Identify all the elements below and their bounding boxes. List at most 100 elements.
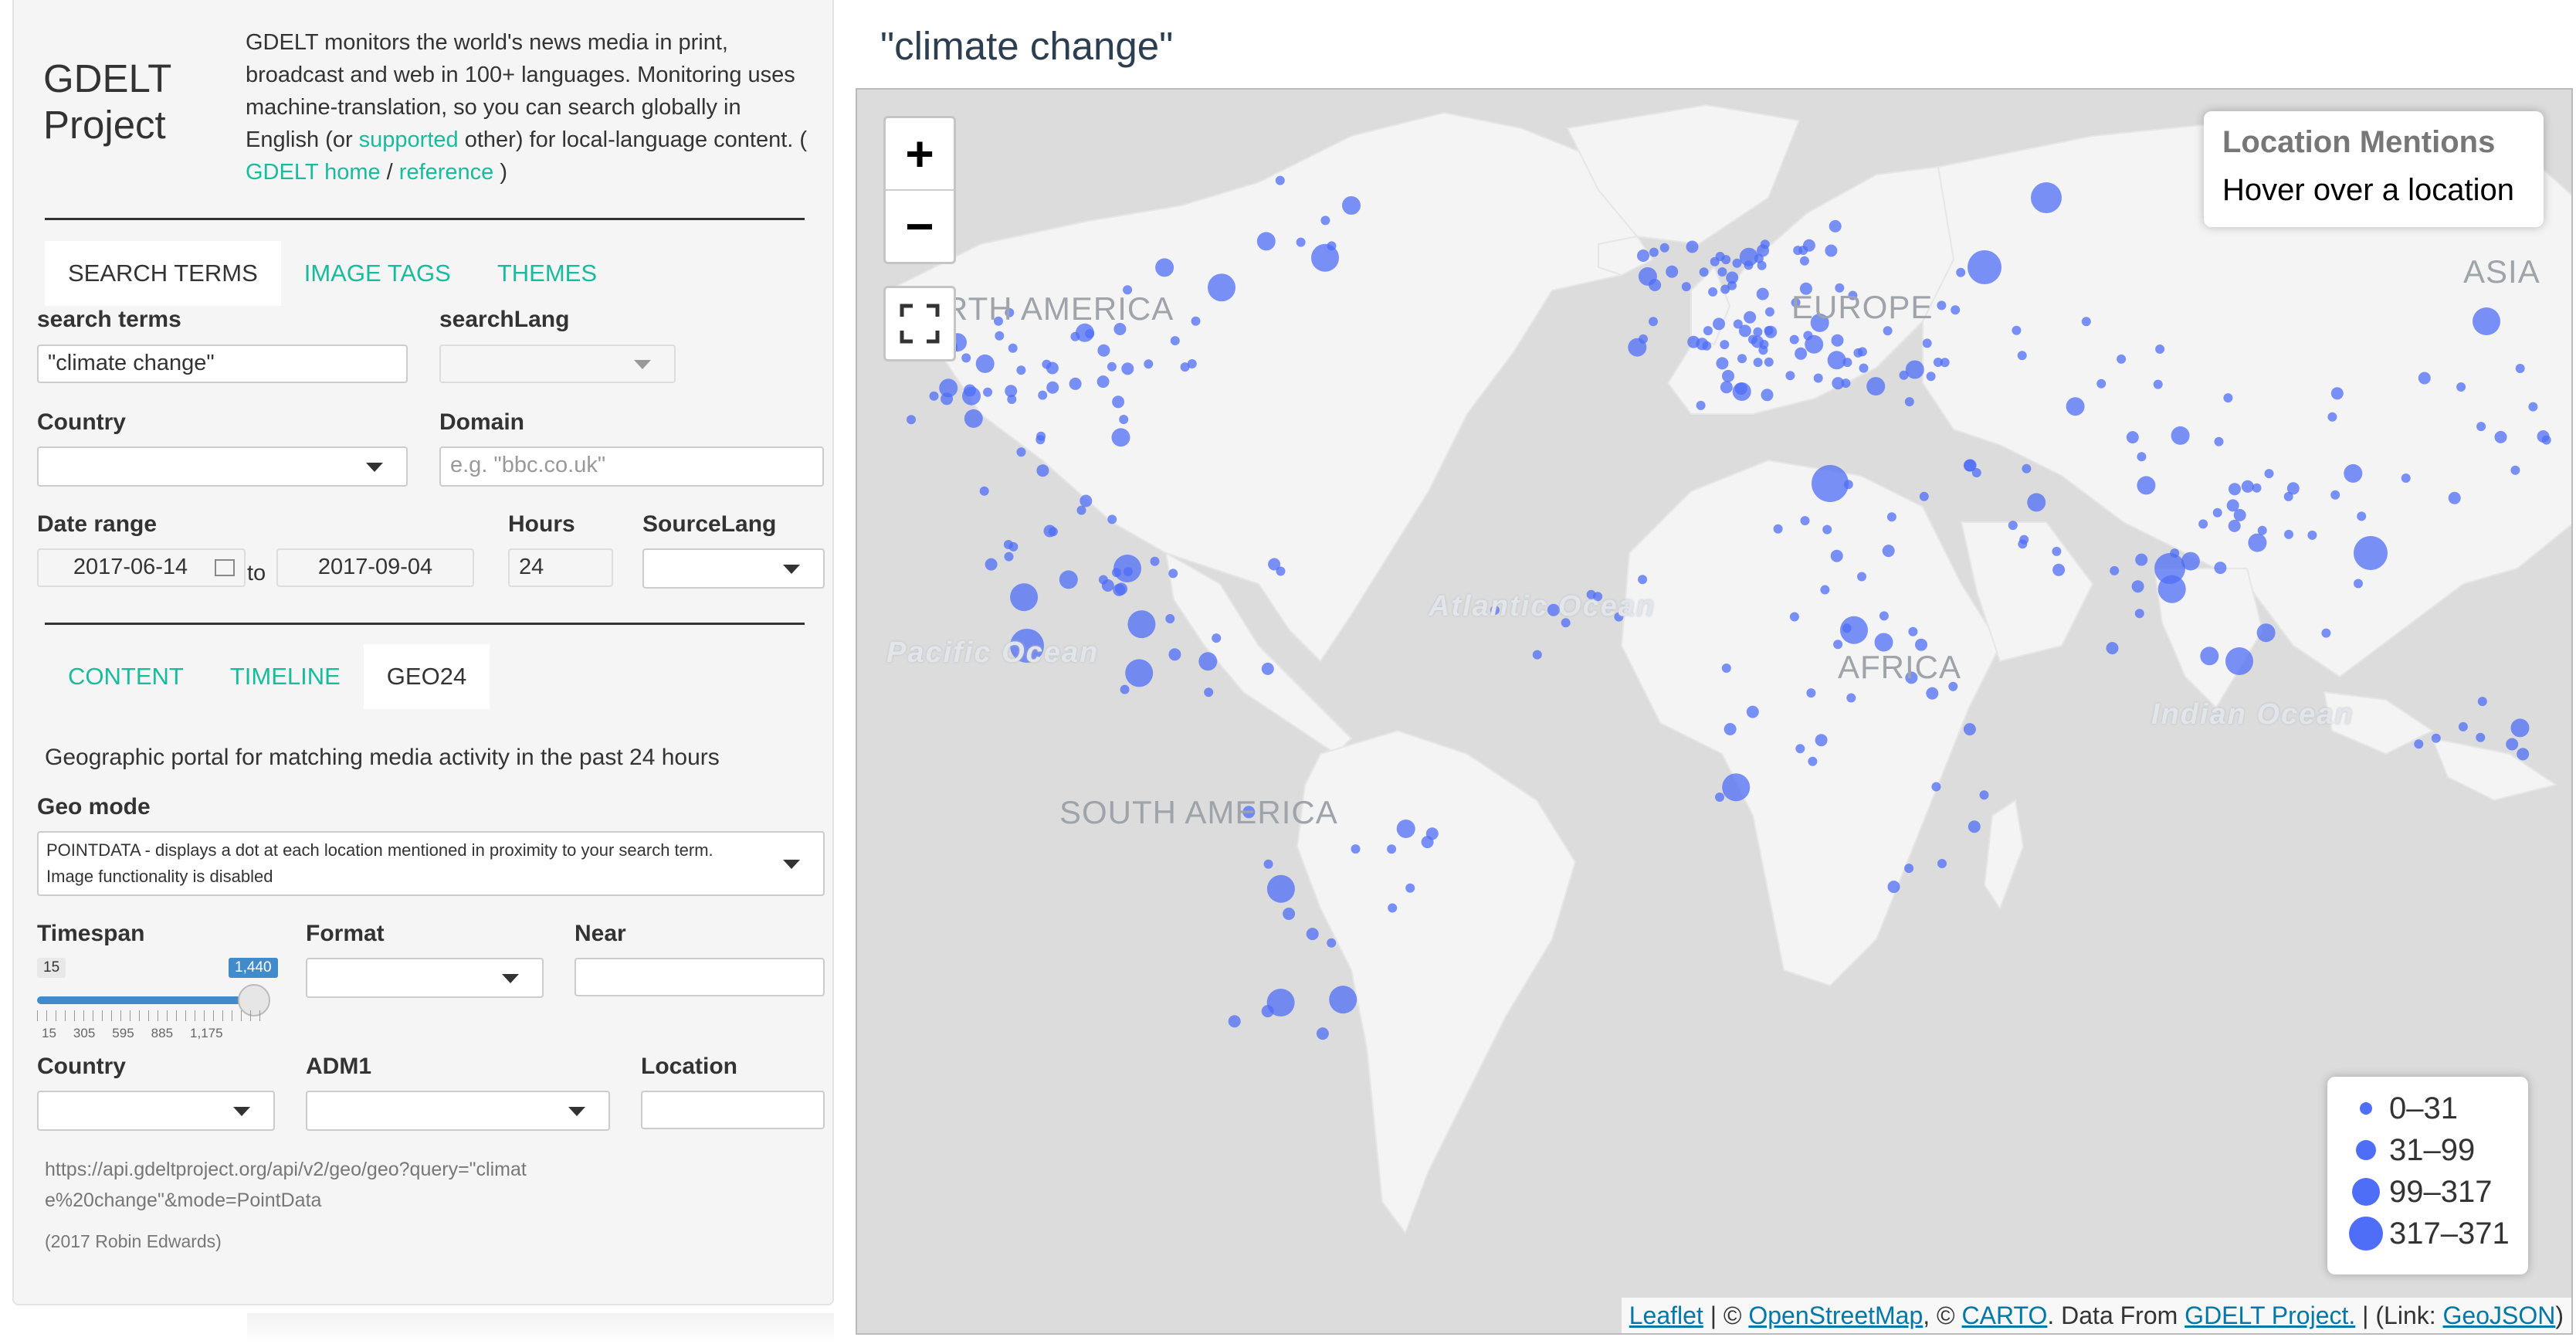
location-point[interactable]: [1388, 903, 1398, 913]
location-point[interactable]: [1699, 267, 1709, 277]
location-point[interactable]: [2110, 565, 2120, 575]
location-input[interactable]: [641, 1091, 825, 1129]
location-point[interactable]: [1306, 928, 1319, 941]
gdelt-link[interactable]: GDELT Project.: [2185, 1302, 2356, 1329]
location-point[interactable]: [1789, 612, 1799, 622]
location-point[interactable]: [1773, 524, 1783, 534]
location-point[interactable]: [1904, 864, 1914, 874]
location-point[interactable]: [1007, 395, 1017, 404]
location-point[interactable]: [994, 316, 1003, 326]
location-point[interactable]: [1720, 381, 1733, 394]
location-point[interactable]: [1757, 244, 1769, 257]
location-point[interactable]: [1327, 241, 1337, 251]
location-point[interactable]: [1835, 283, 1845, 293]
location-point[interactable]: [1859, 363, 1869, 373]
location-point[interactable]: [1795, 744, 1805, 754]
location-point[interactable]: [2229, 483, 2241, 496]
location-point[interactable]: [1904, 397, 1914, 407]
location-point[interactable]: [1387, 844, 1397, 854]
location-point[interactable]: [2541, 435, 2551, 445]
zoom-in-button[interactable]: +: [886, 118, 954, 191]
location-point[interactable]: [1833, 640, 1843, 650]
search-terms-input[interactable]: "climate change": [37, 344, 408, 383]
location-point[interactable]: [1926, 687, 1939, 700]
location-point[interactable]: [1841, 378, 1851, 389]
location-point[interactable]: [2330, 387, 2344, 400]
location-point[interactable]: [1820, 585, 1830, 595]
location-point[interactable]: [1107, 514, 1117, 524]
location-point[interactable]: [2233, 508, 2246, 521]
location-point[interactable]: [1739, 247, 1758, 266]
location-point[interactable]: [1268, 558, 1281, 571]
location-point[interactable]: [2506, 738, 2519, 751]
location-point[interactable]: [2027, 493, 2046, 512]
location-point[interactable]: [2476, 732, 2486, 742]
location-point[interactable]: [907, 415, 916, 425]
location-point[interactable]: [1721, 255, 1731, 265]
location-point[interactable]: [2284, 529, 2293, 539]
location-point[interactable]: [1256, 232, 1276, 251]
location-point[interactable]: [1639, 334, 1648, 344]
location-point[interactable]: [1276, 566, 1286, 576]
location-point[interactable]: [1713, 317, 1725, 331]
location-point[interactable]: [1827, 351, 1846, 370]
tab-content[interactable]: CONTENT: [68, 663, 184, 690]
location-point[interactable]: [1614, 612, 1624, 622]
location-point[interactable]: [1757, 260, 1767, 270]
location-point[interactable]: [1733, 319, 1743, 329]
location-point[interactable]: [1342, 196, 1361, 215]
location-point[interactable]: [1547, 603, 1560, 616]
location-point[interactable]: [1098, 575, 1108, 585]
location-point[interactable]: [1831, 334, 1844, 347]
location-point[interactable]: [1879, 611, 1889, 621]
location-point[interactable]: [1561, 618, 1571, 628]
location-point[interactable]: [1121, 362, 1134, 375]
location-point[interactable]: [2171, 426, 2190, 445]
location-point[interactable]: [2248, 533, 2267, 552]
location-point[interactable]: [2307, 530, 2317, 540]
location-point[interactable]: [1638, 575, 1648, 585]
location-point[interactable]: [1263, 859, 1273, 869]
near-input[interactable]: [575, 958, 825, 996]
location-point[interactable]: [2134, 609, 2144, 619]
location-point[interactable]: [1666, 265, 1679, 278]
location-point[interactable]: [1046, 381, 1059, 394]
location-point[interactable]: [1113, 583, 1126, 596]
location-point[interactable]: [995, 331, 1005, 341]
location-point[interactable]: [1744, 311, 1757, 324]
location-point[interactable]: [1951, 305, 1961, 315]
location-point[interactable]: [2019, 535, 2029, 545]
domain-input[interactable]: e.g. "bbc.co.uk": [439, 446, 824, 487]
location-point[interactable]: [1764, 357, 1774, 367]
location-point[interactable]: [1756, 287, 1769, 300]
location-point[interactable]: [1810, 313, 1829, 332]
location-point[interactable]: [1075, 323, 1094, 342]
location-point[interactable]: [2155, 344, 2165, 354]
location-point[interactable]: [1759, 339, 1769, 349]
location-point[interactable]: [1327, 938, 1337, 948]
location-point[interactable]: [1799, 282, 1812, 295]
location-point[interactable]: [929, 391, 939, 401]
location-point[interactable]: [1822, 524, 1832, 535]
location-point[interactable]: [1710, 256, 1720, 266]
location-point[interactable]: [2528, 402, 2538, 412]
tab-search-terms[interactable]: SEARCH TERMS: [45, 241, 281, 306]
location-point[interactable]: [2418, 372, 2431, 385]
location-point[interactable]: [1004, 552, 1014, 562]
location-point[interactable]: [1971, 468, 1981, 477]
location-point[interactable]: [1793, 246, 1803, 256]
location-point[interactable]: [1198, 652, 1218, 671]
location-point[interactable]: [1800, 516, 1810, 526]
location-point[interactable]: [1107, 361, 1117, 372]
location-point[interactable]: [1127, 610, 1156, 639]
location-point[interactable]: [1097, 344, 1110, 357]
location-point[interactable]: [1761, 389, 1774, 402]
search-lang-select[interactable]: [439, 344, 676, 383]
tab-themes[interactable]: THEMES: [497, 260, 597, 287]
format-select[interactable]: [306, 958, 544, 998]
location-point[interactable]: [1048, 527, 1058, 537]
geo-mode-select[interactable]: POINTDATA - displays a dot at each locat…: [37, 831, 825, 896]
location-point[interactable]: [1979, 790, 1989, 800]
location-point[interactable]: [2153, 379, 2163, 389]
location-point[interactable]: [1046, 361, 1059, 375]
